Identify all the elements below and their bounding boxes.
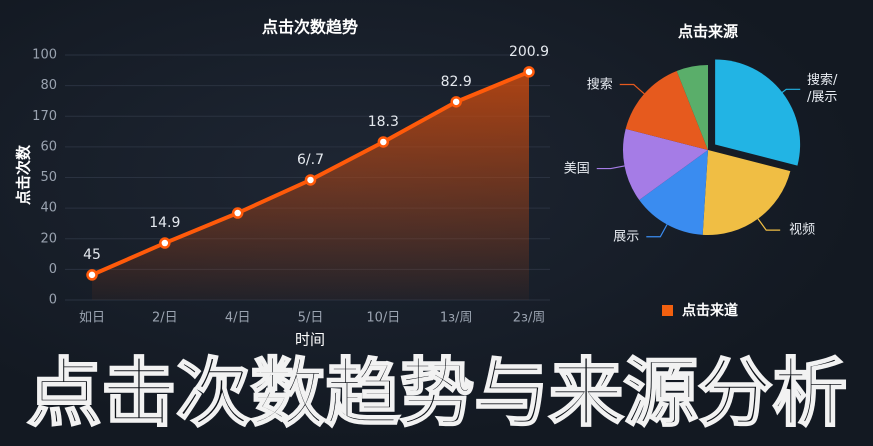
y-tick-label: 20 (40, 231, 57, 246)
point (304, 174, 317, 186)
pie-slice (676, 65, 708, 150)
leader-line (757, 218, 781, 231)
data-label: 18.3 (368, 114, 399, 130)
pie-slice (625, 70, 708, 150)
x-axis-label: 时间 (295, 331, 325, 349)
y-tick-label: 80 (40, 78, 57, 93)
y-tick-label: 0 (49, 262, 57, 277)
x-tick-label: 5/日 (298, 311, 324, 326)
x-tick-label: 2/日 (152, 311, 178, 326)
y-tick-label: 170 (32, 109, 57, 124)
line-title: 点击次数趋势 (262, 18, 358, 37)
pie-label: 视频 (789, 222, 816, 238)
pie-title: 点击来源 (678, 23, 738, 41)
point (159, 237, 171, 249)
y-tick-label: 50 (40, 170, 57, 185)
x-tick-label: 2з/周 (513, 311, 546, 326)
pie-slice (639, 150, 708, 235)
pie-label: 搜索/ /展示 (807, 73, 838, 106)
y-tick-label: 40 (40, 201, 57, 216)
point (523, 66, 535, 78)
leader-line (646, 224, 668, 238)
point (231, 207, 244, 219)
x-tick-label: 1з/周 (440, 311, 473, 326)
y-tick-label: 100 (32, 48, 57, 63)
data-label: 14.9 (149, 215, 180, 231)
y-tick-label: 0 (49, 293, 57, 308)
caption: 点击次数趋势与来源分析 (27, 351, 847, 437)
pie-slice (715, 59, 801, 166)
point (450, 96, 462, 108)
data-label: 82.9 (441, 74, 472, 90)
point (377, 136, 390, 148)
leader-line (774, 88, 801, 99)
x-tick-label: 如日 (79, 310, 105, 326)
pie-label: 展示 (613, 229, 640, 245)
pie-slice (623, 128, 708, 200)
pie-label: 美国 (563, 161, 590, 177)
data-label: 200.9 (509, 44, 549, 60)
leader-line (596, 165, 625, 170)
pie-label: 搜索 (586, 77, 613, 93)
data-label: 6/.7 (297, 152, 324, 168)
legend-swatch (662, 305, 673, 316)
legend-label: 点击来道 (682, 302, 738, 319)
leader-line (619, 83, 645, 95)
data-label: 45 (83, 247, 101, 263)
y-tick-label: 60 (40, 139, 57, 154)
x-tick-label: 10/日 (366, 311, 400, 326)
point (86, 269, 98, 281)
pie-slice (702, 150, 791, 236)
area (92, 71, 529, 300)
y-axis-label: 点击次数 (15, 144, 33, 205)
x-tick-label: 4/日 (225, 311, 251, 326)
